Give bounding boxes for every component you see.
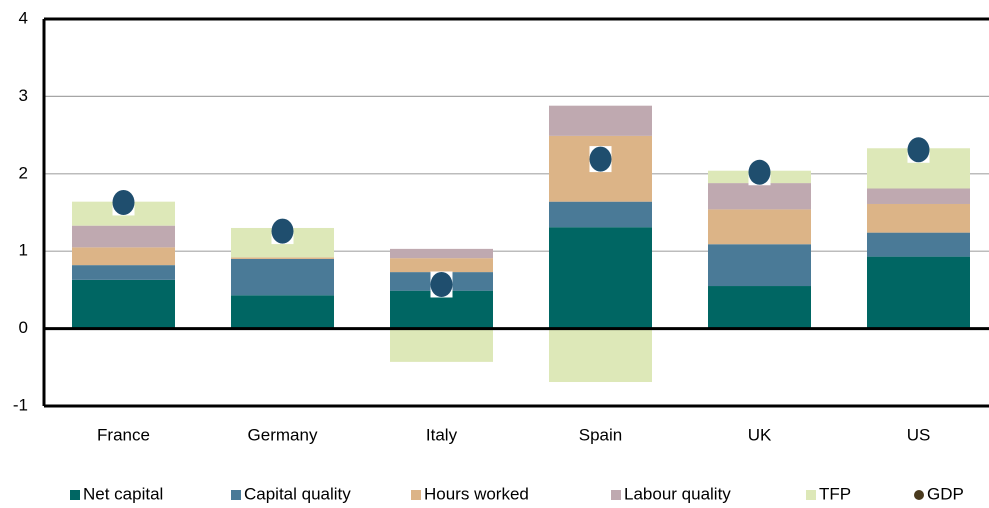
gdp-marker (748, 159, 771, 185)
x-tick-label: Spain (579, 425, 622, 444)
x-tick-label: Germany (248, 425, 318, 444)
legend-marker (914, 490, 924, 500)
legend-marker (806, 490, 816, 500)
legend-label: Capital quality (244, 484, 351, 503)
bar-segment (231, 295, 334, 329)
bar-segment (708, 244, 811, 287)
gdp-marker (430, 271, 453, 297)
bar-segment (867, 232, 970, 257)
bar-segment (390, 258, 493, 273)
y-tick-label: 3 (19, 86, 28, 105)
bar-segment (390, 328, 493, 362)
bar-segment (549, 105, 652, 136)
bar-segment (72, 265, 175, 280)
bar-segment (549, 328, 652, 383)
legend-label: TFP (819, 484, 851, 503)
bar-segment (231, 257, 334, 259)
x-tick-label: UK (748, 425, 772, 444)
y-tick-label: 0 (19, 318, 28, 337)
x-tick-label: France (97, 425, 150, 444)
x-tick-label: Italy (426, 425, 458, 444)
y-tick-label: 1 (19, 241, 28, 260)
legend-label: GDP (927, 484, 964, 503)
legend-label: Hours worked (424, 484, 529, 503)
bar-segment (549, 201, 652, 228)
legend-label: Labour quality (624, 484, 731, 503)
x-tick-label: US (907, 425, 931, 444)
bar-segment (708, 209, 811, 245)
bar-segment (549, 227, 652, 329)
gdp-marker (589, 146, 612, 172)
gdp-marker (907, 137, 930, 163)
legend-marker (231, 490, 241, 500)
bar-segment (390, 248, 493, 259)
y-tick-label: 4 (19, 8, 28, 27)
bar-segment (231, 258, 334, 296)
gdp-marker (112, 189, 135, 215)
legend-marker (70, 490, 80, 500)
bar-segment (867, 188, 970, 204)
y-tick-label: 2 (19, 163, 28, 182)
bar-segment (867, 203, 970, 233)
y-tick-label: -1 (13, 395, 28, 414)
bar-segment (72, 247, 175, 266)
bar-segment (72, 279, 175, 329)
bar-segment (72, 225, 175, 248)
legend-marker (611, 490, 621, 500)
bar-segment (708, 183, 811, 210)
bar-segment (708, 286, 811, 329)
bar-segment (867, 256, 970, 329)
legend-label: Net capital (83, 484, 163, 503)
legend-marker (411, 490, 421, 500)
gdp-marker (271, 218, 294, 244)
